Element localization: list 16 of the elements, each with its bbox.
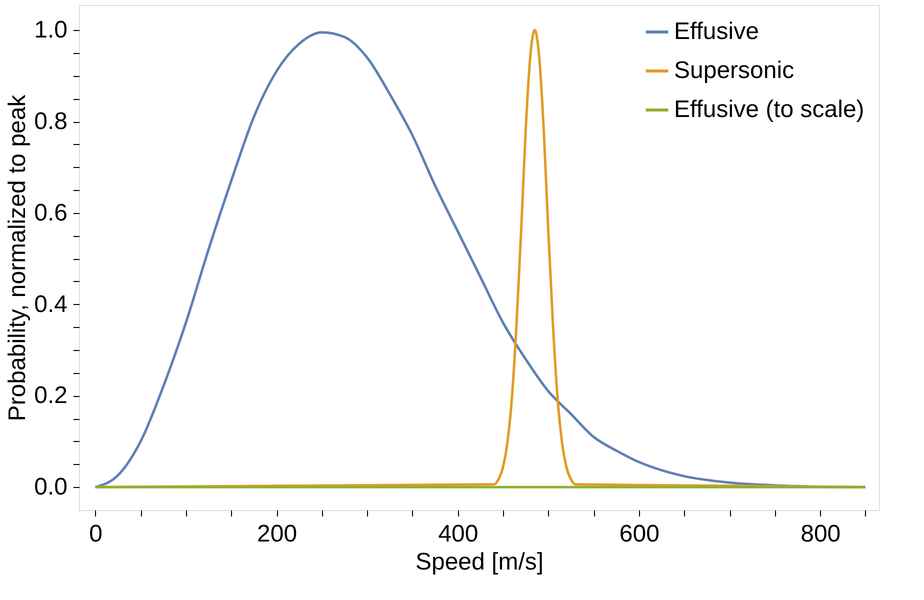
y-tick-label: 0.4 <box>34 290 68 318</box>
x-tick-label: 200 <box>256 520 298 548</box>
y-tick-label: 0.6 <box>34 199 68 226</box>
x-tick-label: 600 <box>619 520 660 548</box>
y-tick-label: 0.8 <box>34 108 68 136</box>
legend-label: Supersonic <box>674 57 794 84</box>
y-tick-label: 1.0 <box>34 16 68 44</box>
x-axis-title: Speed [m/s] <box>415 548 544 576</box>
legend-label: Effusive (to scale) <box>674 96 864 123</box>
y-axis-title: Probability, normalized to peak <box>4 94 32 422</box>
x-tick-label: 800 <box>800 520 841 548</box>
legend-label: Effusive <box>674 18 759 45</box>
y-tick-label: 0.0 <box>34 474 68 501</box>
x-tick-label: 0 <box>89 520 102 548</box>
y-tick-label: 0.2 <box>34 382 68 410</box>
x-tick-label: 400 <box>438 520 478 548</box>
